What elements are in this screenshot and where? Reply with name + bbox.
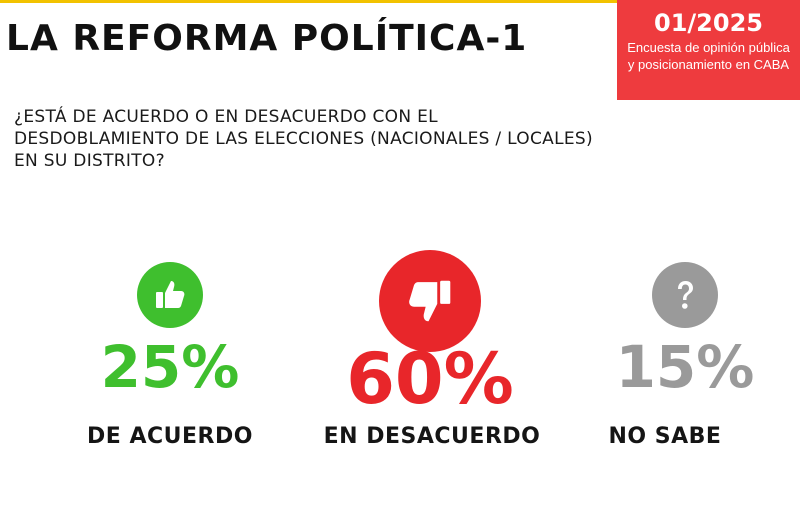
value-label-disagree: 60% — [346, 338, 514, 420]
result-disagree: 60% — [310, 250, 550, 420]
page-title: LA REFORMA POLÍTICA-1 — [6, 18, 528, 59]
thumbs-up-icon — [137, 262, 203, 328]
survey-description: Encuesta de opinión pública y posicionam… — [627, 40, 790, 72]
survey-badge: 01/2025 Encuesta de opinión pública y po… — [617, 0, 800, 100]
category-label-agree: DE ACUERDO — [87, 424, 253, 449]
category-label-disagree: EN DESACUERDO — [323, 424, 541, 449]
survey-question: ¿ESTÁ DE ACUERDO O EN DESACUERDO CON EL … — [14, 107, 593, 171]
top-accent-line — [0, 0, 620, 3]
value-label-dont-know: 15% — [615, 333, 755, 401]
thumbs-down-icon — [379, 250, 481, 352]
survey-code: 01/2025 — [654, 9, 763, 37]
category-label-dont-know: NO SABE — [608, 424, 722, 449]
result-agree: 25% — [50, 262, 290, 396]
question-mark-icon — [652, 262, 718, 328]
result-dont-know: 15% — [565, 262, 800, 396]
value-label-agree: 25% — [100, 333, 240, 401]
